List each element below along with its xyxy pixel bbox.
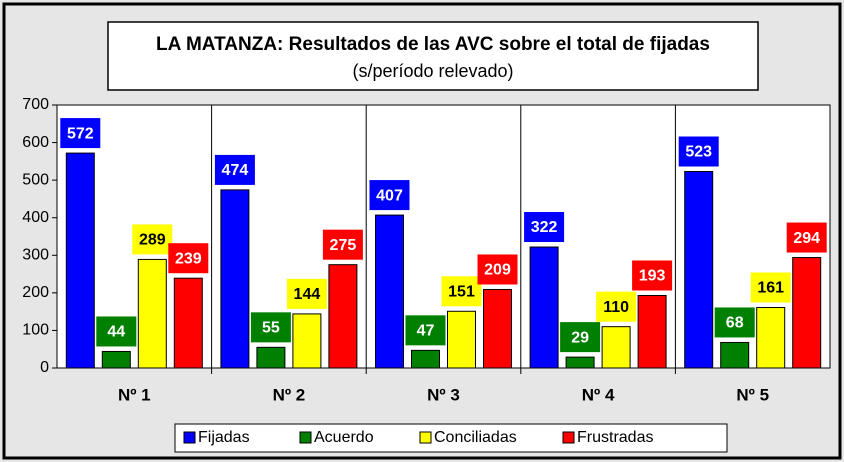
data-label-box bbox=[560, 322, 601, 353]
x-tick-label: Nº 5 bbox=[736, 385, 769, 404]
bar bbox=[447, 310, 476, 369]
data-label: 209 bbox=[484, 262, 511, 279]
title-box bbox=[107, 21, 759, 91]
legend-swatch bbox=[562, 431, 575, 444]
data-label: 144 bbox=[294, 286, 321, 303]
data-label-box bbox=[250, 312, 291, 343]
y-tick-label: 600 bbox=[22, 134, 49, 151]
data-label-box bbox=[405, 315, 446, 346]
data-label-box bbox=[369, 180, 410, 211]
data-label: 161 bbox=[757, 280, 784, 297]
bar bbox=[565, 356, 595, 369]
bar bbox=[137, 258, 167, 369]
bar bbox=[411, 349, 440, 369]
y-tick-label: 400 bbox=[22, 209, 49, 226]
bar bbox=[792, 257, 822, 369]
data-label-box bbox=[214, 154, 255, 185]
data-label: 474 bbox=[222, 162, 249, 179]
bar bbox=[483, 288, 512, 369]
data-label: 523 bbox=[685, 144, 712, 161]
y-tick-label: 100 bbox=[22, 322, 49, 339]
data-label-box bbox=[477, 254, 518, 285]
data-label-box bbox=[168, 243, 209, 274]
legend-swatch bbox=[299, 431, 312, 444]
data-label: 151 bbox=[448, 283, 475, 300]
bar bbox=[65, 152, 95, 369]
bar bbox=[684, 171, 714, 369]
data-label: 275 bbox=[330, 237, 357, 254]
data-label: 239 bbox=[175, 250, 202, 267]
x-tick-label: Nº 4 bbox=[582, 385, 615, 404]
data-label-box bbox=[286, 278, 327, 309]
data-label-box bbox=[632, 260, 673, 291]
data-label-box bbox=[524, 212, 565, 243]
legend-label: Fijadas bbox=[198, 429, 250, 446]
data-label: 322 bbox=[531, 219, 558, 236]
data-label-box bbox=[596, 291, 637, 322]
bar bbox=[220, 189, 250, 369]
bar bbox=[375, 214, 404, 369]
legend-label: Acuerdo bbox=[314, 429, 374, 446]
data-label-box bbox=[441, 276, 482, 307]
bar bbox=[637, 294, 667, 369]
bar bbox=[173, 277, 203, 369]
chart-subtitle: (s/período relevado) bbox=[352, 61, 513, 81]
data-label-box bbox=[678, 136, 719, 167]
bar bbox=[328, 264, 358, 369]
data-label-box bbox=[132, 224, 173, 255]
legend-swatch bbox=[183, 431, 196, 444]
y-tick-label: 200 bbox=[22, 284, 49, 301]
data-label-box bbox=[714, 307, 755, 338]
data-label-box bbox=[750, 272, 791, 303]
data-label: 68 bbox=[726, 315, 744, 332]
legend-swatch bbox=[419, 431, 432, 444]
data-label: 572 bbox=[67, 125, 94, 142]
y-tick-label: 0 bbox=[40, 359, 49, 376]
data-label: 294 bbox=[793, 230, 820, 247]
data-label: 407 bbox=[376, 187, 403, 204]
x-tick-label: Nº 1 bbox=[118, 385, 151, 404]
y-tick-label: 700 bbox=[22, 96, 49, 113]
x-tick-label: Nº 3 bbox=[427, 385, 460, 404]
bar bbox=[529, 246, 559, 369]
legend-label: Conciliadas bbox=[434, 429, 517, 446]
legend-box bbox=[174, 423, 728, 453]
bar bbox=[256, 346, 286, 369]
y-tick-label: 300 bbox=[22, 247, 49, 264]
legend-label: Frustradas bbox=[577, 429, 653, 446]
data-label-box bbox=[322, 229, 363, 260]
bar bbox=[756, 307, 786, 369]
data-label: 55 bbox=[262, 320, 280, 337]
data-label: 29 bbox=[571, 329, 589, 346]
chart-title: LA MATANZA: Resultados de las AVC sobre … bbox=[156, 34, 710, 55]
x-tick-label: Nº 2 bbox=[273, 385, 306, 404]
data-label: 110 bbox=[603, 299, 629, 316]
y-tick-label: 500 bbox=[22, 171, 49, 188]
data-label-box bbox=[96, 316, 137, 347]
bar bbox=[601, 326, 631, 369]
data-label-box bbox=[786, 222, 827, 253]
data-label: 47 bbox=[417, 323, 435, 340]
data-label: 44 bbox=[107, 324, 125, 341]
bar bbox=[101, 350, 131, 369]
bar bbox=[720, 341, 750, 369]
data-label-box bbox=[60, 118, 101, 149]
data-label: 193 bbox=[639, 268, 666, 285]
data-label: 289 bbox=[139, 232, 166, 249]
bar bbox=[292, 313, 322, 369]
